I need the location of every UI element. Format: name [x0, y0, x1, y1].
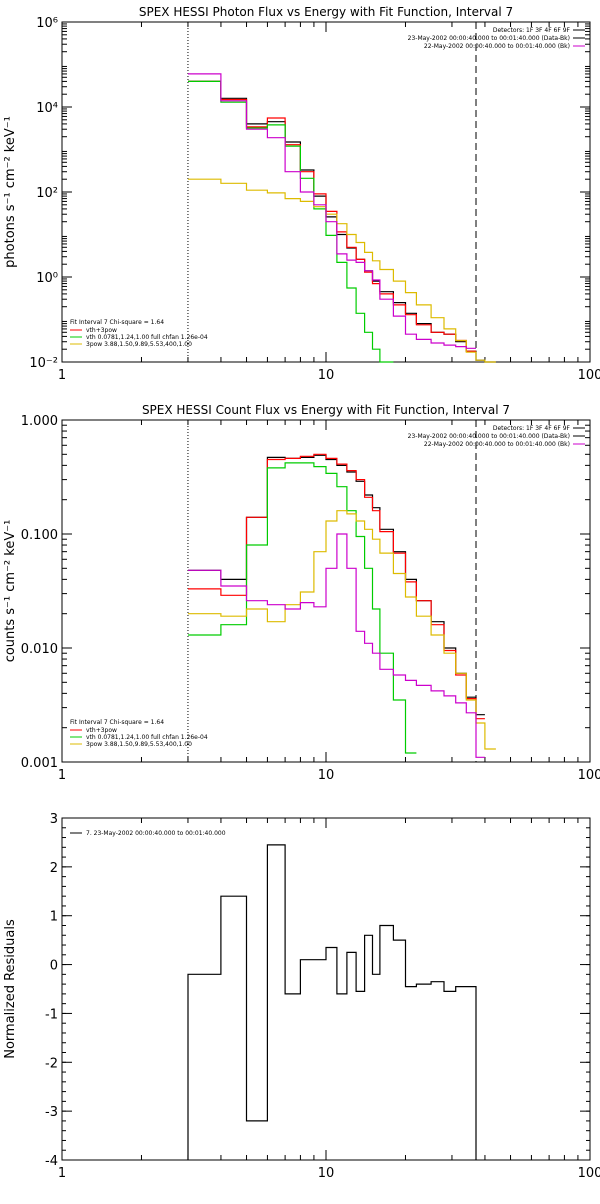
y-tick-label: 10⁴: [36, 101, 58, 116]
series-line-photon-4: [188, 73, 476, 349]
chart-title: SPEX HESSI Photon Flux vs Energy with Fi…: [139, 5, 513, 19]
legend-text: 3pow 3.88,1.50,9.89,5.53,400,1.00: [86, 341, 192, 348]
y-tick-label: 0.100: [21, 528, 58, 543]
fit-info-text: Fit Interval 7 Chi-square = 1.64: [70, 719, 164, 726]
x-tick-label: 100: [578, 368, 600, 383]
y-tick-label: 3: [50, 812, 58, 827]
y-tick-label: 10⁶: [36, 16, 58, 31]
y-tick-label: 0.001: [21, 756, 58, 771]
y-tick-label: 1: [50, 910, 58, 925]
chart-title: SPEX HESSI Count Flux vs Energy with Fit…: [142, 403, 510, 417]
header-text: Detectors: 1F 3F 4F 6F 9F: [493, 27, 571, 34]
series-line-count-0: [188, 454, 485, 716]
y-tick-label: 0.010: [21, 642, 58, 657]
header-text: Detectors: 1F 3F 4F 6F 9F: [493, 425, 571, 432]
y-tick-label: 10⁻²: [29, 356, 58, 371]
series-line-count-2: [188, 462, 417, 754]
series-line-photon-1: [188, 80, 476, 352]
plot-frame: [61, 817, 591, 1161]
chart-residual: 1 10 100 -4 -3 -2 -1 0 1 2 3 Normalized Residuals 7.…: [3, 812, 600, 1181]
chart-photon: SPEX HESSI Photon Flux vs Energy with Fi…: [3, 5, 600, 383]
x-tick-label: 10: [318, 1166, 335, 1181]
y-tick-label: 10²: [36, 186, 58, 201]
y-tick-label: 2: [50, 861, 58, 876]
series-line-count-3: [188, 510, 496, 750]
chart-count: SPEX HESSI Count Flux vs Energy with Fit…: [3, 403, 600, 783]
series-line-count-4: [188, 533, 485, 758]
y-axis-label: Normalized Residuals: [3, 919, 18, 1059]
y-tick-label: -2: [45, 1056, 58, 1071]
series-line-photon-2: [188, 80, 394, 363]
x-tick-label: 10: [318, 768, 335, 783]
plot-frame: [61, 21, 591, 363]
y-tick-label: -1: [45, 1007, 58, 1022]
x-tick-label: 1: [58, 368, 66, 383]
header-text: 22-May-2002 00:00:40.000 to 00:01:40.000…: [424, 441, 570, 448]
y-tick-label: 1.000: [21, 414, 58, 429]
series-line-photon-3: [188, 178, 496, 363]
legend-text: vth+3pow: [86, 327, 117, 334]
header-text: 23-May-2002 00:00:40.000 to 00:01:40.000…: [408, 35, 570, 42]
y-axis-label: counts s⁻¹ cm⁻² keV⁻¹: [3, 520, 18, 663]
legend-text: vth+3pow: [86, 727, 117, 734]
header-text: 22-May-2002 00:00:40.000 to 00:01:40.000…: [424, 43, 570, 50]
legend-text: vth 0.0781,1.24,1.00 full chfan 1.26e-04: [86, 734, 208, 741]
x-tick-label: 1: [58, 768, 66, 783]
series-line-residual-0: [187, 844, 477, 1160]
fit-info-text: Fit Interval 7 Chi-square = 1.64: [70, 319, 164, 326]
y-tick-label: 0: [50, 959, 58, 974]
x-tick-label: 100: [578, 768, 600, 783]
legend-text: 3pow 3.88,1.50,9.89,5.53,400,1.00: [86, 741, 192, 748]
y-tick-label: 10⁰: [36, 271, 58, 286]
header-text: 23-May-2002 00:00:40.000 to 00:01:40.000…: [408, 433, 570, 440]
legend-text: vth 0.0781,1.24,1.00 full chfan 1.26e-04: [86, 334, 208, 341]
x-tick-label: 10: [318, 368, 335, 383]
legend-text: 7. 23-May-2002 00:00:40.000 to 00:01:40.…: [86, 830, 226, 837]
y-tick-label: -4: [45, 1154, 58, 1169]
x-tick-label: 100: [578, 1166, 600, 1181]
y-axis-label: photons s⁻¹ cm⁻² keV⁻¹: [3, 116, 18, 268]
x-tick-label: 1: [58, 1166, 66, 1181]
y-tick-label: -3: [45, 1105, 58, 1120]
series-line-photon-0: [188, 80, 496, 363]
